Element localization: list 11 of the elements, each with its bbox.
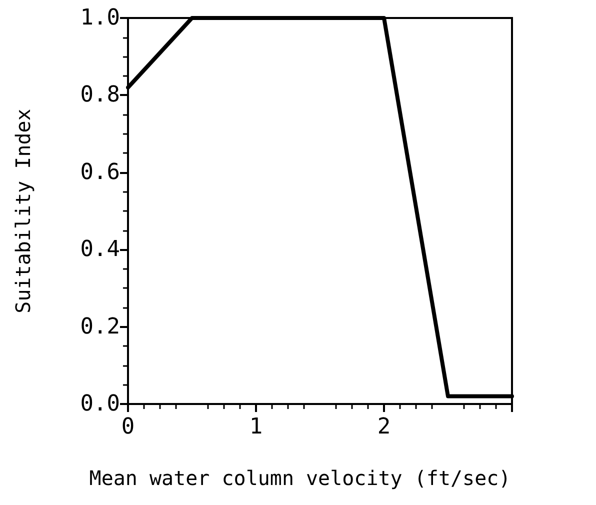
y-tick-label: 0.2 <box>80 314 120 340</box>
x-tick-label: 1 <box>249 414 263 440</box>
y-tick-label: 0.8 <box>80 82 120 108</box>
y-axis-title: Suitability Index <box>11 108 35 314</box>
y-tick-label: 1.0 <box>80 6 120 30</box>
x-tick-label: 0 <box>121 414 135 440</box>
y-tick-label: 0.6 <box>80 160 120 185</box>
y-tick-label: 0.4 <box>80 237 120 262</box>
x-tick-label: 2 <box>377 414 391 440</box>
y-tick-label: 0.0 <box>80 392 120 416</box>
x-axis-title: Mean water column velocity (ft/sec) <box>89 466 511 490</box>
